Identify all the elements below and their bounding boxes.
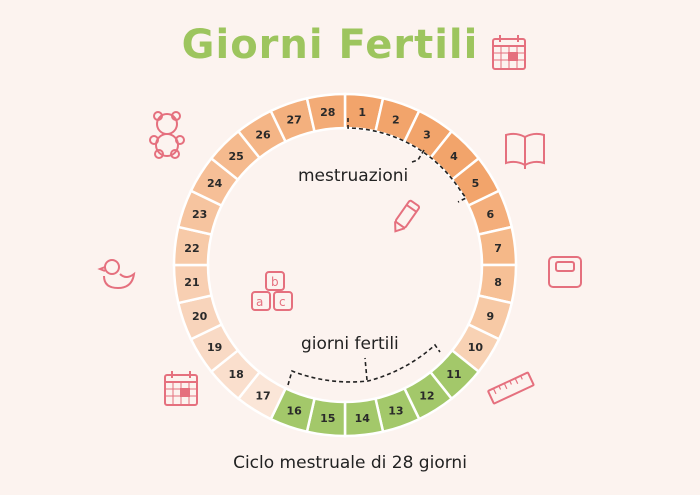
fertile-pointer [364,357,368,381]
day-number: 17 [255,389,270,402]
day-number: 7 [494,242,502,255]
pencil-icon [394,199,421,233]
calendar-icon [492,35,526,70]
svg-text:c: c [279,295,286,309]
scale-icon [548,256,582,288]
menstruation-bracket [347,118,468,203]
teddy-bear-icon [149,111,185,159]
day-number: 6 [487,208,495,221]
menstruation-label: mestruazioni [298,166,408,186]
day-number: 20 [192,310,208,323]
day-number: 4 [450,150,458,163]
day-number: 8 [494,276,502,289]
fertile-label: giorni fertili [301,334,399,354]
day-number: 10 [468,341,484,354]
day-number: 1 [358,106,366,119]
book-icon [505,132,545,169]
day-number: 3 [423,129,431,142]
day-segment-fill [305,92,347,133]
menstruation-pointer [411,149,425,163]
day-segment-21: 21 [172,263,213,305]
svg-text:a: a [256,295,263,309]
day-number: 5 [472,177,480,190]
day-number: 11 [446,368,461,381]
day-segment-13: 13 [373,386,421,434]
day-number: 28 [320,106,335,119]
calendar-icon [164,371,198,406]
title-text: Giorni Fertili [181,22,479,68]
day-number: 16 [286,404,302,417]
day-number: 9 [487,310,495,323]
day-number: 14 [355,412,371,425]
day-number: 2 [392,114,400,127]
day-number: 15 [320,412,335,425]
day-number: 13 [388,404,403,417]
day-number: 19 [207,341,222,354]
day-number: 24 [207,177,223,190]
day-segment-14: 14 [343,397,385,438]
day-segment-15: 15 [305,397,347,438]
day-number: 22 [184,242,199,255]
day-number: 12 [419,389,434,402]
day-number: 23 [192,208,207,221]
day-segment-28: 28 [305,92,347,133]
caption: Ciclo mestruale di 28 giorni [233,453,467,473]
fertile-bracket [287,343,441,386]
day-number: 26 [255,129,271,142]
day-number: 18 [228,368,243,381]
toy-blocks-icon: b a c [251,271,293,311]
page-title: Giorni Fertili [0,22,700,68]
day-number: 25 [228,150,243,163]
day-number: 21 [184,276,199,289]
ruler-icon [487,371,535,405]
svg-text:b: b [271,275,279,289]
cycle-ring: 1234567891011121314151617181920212223242… [172,92,518,438]
day-segment-7: 7 [477,225,518,267]
day-number: 27 [286,114,301,127]
rubber-duck-icon [97,259,136,290]
